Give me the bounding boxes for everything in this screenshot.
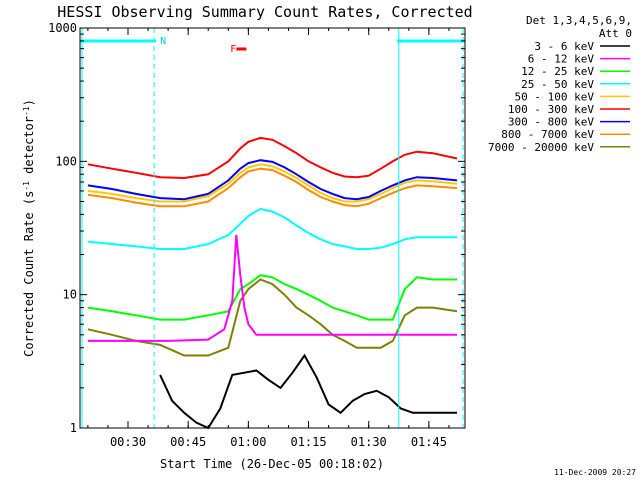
legend-title-2: Att 0	[599, 27, 632, 40]
series-line-12-25-kev	[87, 274, 457, 321]
legend-label: 3 - 6 keV	[534, 40, 594, 53]
y-label-part2: detector	[22, 116, 36, 181]
series-layer	[87, 136, 458, 430]
y-axis-label: Corrected Count Rate (s-1 detector-1)	[22, 99, 37, 357]
y-label-sup1: -1	[22, 181, 31, 191]
x-tick-label: 00:30	[110, 435, 146, 449]
footer-date: 11-Dec-2009 20:27	[554, 468, 636, 477]
legend-label: 800 - 7000 keV	[501, 128, 594, 141]
x-tick-label: 01:45	[411, 435, 447, 449]
legend-title-1: Det 1,3,4,5,6,9,	[526, 14, 632, 27]
legend-label: 100 - 300 keV	[508, 103, 594, 116]
y-label-sup2: -1	[22, 106, 31, 116]
series-line-3-6-kev	[159, 353, 457, 430]
legend-label: 300 - 800 keV	[508, 116, 594, 129]
series-line-800-7000-kev	[87, 167, 458, 208]
series-line-300-800-kev	[87, 159, 458, 201]
x-tick-label: 01:00	[230, 435, 266, 449]
legend-label: 50 - 100 keV	[515, 90, 595, 103]
x-tick-label: 01:15	[290, 435, 326, 449]
plot-frame	[79, 27, 466, 429]
x-tick-label: 00:45	[170, 435, 206, 449]
chart-title: HESSI Observing Summary Count Rates, Cor…	[57, 3, 472, 21]
series-line-50-100-kev	[87, 163, 458, 203]
night-marker-label: N	[160, 36, 166, 47]
legend-label: 6 - 12 keV	[528, 53, 595, 66]
series-line-100-300-kev	[87, 136, 458, 180]
tick-layer: 00:30 00:45 01:00 01:15 01:30 01:45 1 10 100 1000	[48, 21, 465, 449]
y-label-part1: Corrected Count Rate (s	[22, 191, 36, 357]
series-line-7000-20000-kev	[87, 278, 458, 357]
legend-label: 25 - 50 keV	[521, 78, 594, 91]
y-tick-label: 100	[55, 154, 77, 168]
y-tick-label: 1000	[48, 21, 77, 35]
marker-layer: NF	[80, 28, 465, 428]
legend-label: 12 - 25 keV	[521, 65, 594, 78]
y-label-part3: )	[22, 99, 36, 106]
series-line-25-50-kev	[87, 207, 457, 250]
legend-label: 7000 - 20000 keV	[488, 141, 594, 154]
y-tick-label: 1	[70, 421, 77, 435]
flare-marker-label: F	[230, 44, 236, 55]
series-line-6-12-kev	[87, 234, 457, 342]
x-axis-label: Start Time (26-Dec-05 00:18:02)	[160, 457, 384, 471]
y-tick-label: 10	[63, 288, 77, 302]
x-tick-label: 01:30	[351, 435, 387, 449]
